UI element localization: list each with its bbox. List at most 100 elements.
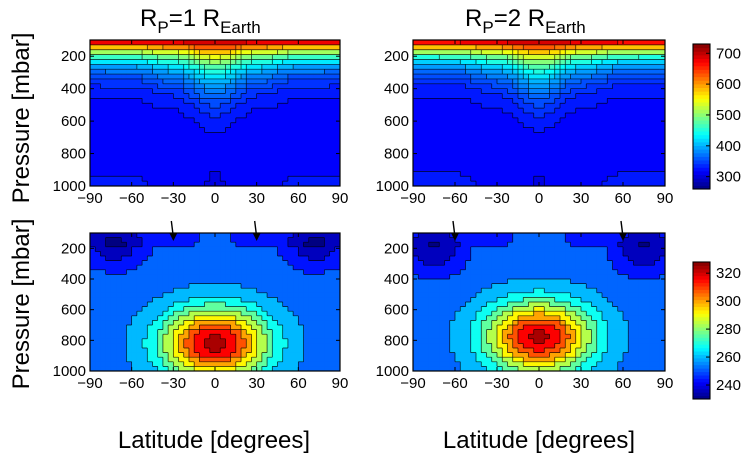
contour-cell xyxy=(465,64,472,70)
contour-cell xyxy=(157,233,164,239)
contour-cell xyxy=(476,54,482,61)
contour-cell xyxy=(418,279,425,285)
contour-cell xyxy=(623,242,629,248)
contour-cell xyxy=(502,256,509,262)
contour-cell xyxy=(308,78,315,85)
contour-cell xyxy=(434,93,440,99)
contour-cell xyxy=(329,320,336,326)
contour-cell xyxy=(194,161,200,168)
contour-cell xyxy=(199,147,206,153)
contour-cell xyxy=(497,242,503,248)
contour-cell xyxy=(581,142,587,148)
contour-cell xyxy=(465,265,472,271)
contour-cell xyxy=(319,357,325,363)
contour-cell xyxy=(267,156,273,163)
contour-cell xyxy=(261,151,268,158)
contour-cell xyxy=(199,320,206,326)
contour-cell xyxy=(607,260,614,266)
contour-cell xyxy=(110,366,117,371)
contour-cell xyxy=(303,137,310,143)
contour-cell xyxy=(194,338,200,344)
contour-cell xyxy=(95,265,102,271)
contour-cell xyxy=(612,108,619,114)
contour-cell xyxy=(518,166,524,172)
contour-cell xyxy=(126,113,133,119)
contour-cell xyxy=(142,242,148,248)
contour-cell xyxy=(644,251,650,257)
contour-cell xyxy=(241,113,247,119)
contour-cell xyxy=(152,117,159,124)
contour-cell xyxy=(282,64,289,70)
contour-cell xyxy=(110,343,117,349)
contour-cell xyxy=(173,334,180,340)
contour-cell xyxy=(654,156,661,163)
contour-cell xyxy=(188,297,195,303)
contour-cell xyxy=(116,269,122,275)
contour-cell xyxy=(136,132,143,138)
contour-cell xyxy=(418,113,425,119)
contour-cell xyxy=(586,127,593,134)
contour-cell xyxy=(659,83,665,90)
contour-cell xyxy=(220,181,227,186)
contour-cell xyxy=(638,274,645,280)
contour-cell xyxy=(465,113,472,119)
contour-cell xyxy=(235,113,242,119)
contour-cell xyxy=(308,103,315,109)
contour-cell xyxy=(428,69,435,75)
contour-cell xyxy=(455,44,461,51)
contour-cell xyxy=(544,59,551,65)
contour-cell xyxy=(287,237,294,243)
contour-cell xyxy=(168,117,174,124)
xlabel-right: Latitude [degrees] xyxy=(443,427,635,454)
contour-cell xyxy=(308,83,315,90)
contour-cell xyxy=(147,279,154,285)
contour-cell xyxy=(465,69,472,75)
contour-cell xyxy=(319,88,325,95)
contour-cell xyxy=(142,246,148,252)
x-tick-label: 90 xyxy=(332,375,349,392)
contour-cell xyxy=(659,233,665,239)
contour-cell xyxy=(287,343,294,349)
contour-cell xyxy=(90,315,96,321)
contour-cell xyxy=(444,237,451,243)
contour-cell xyxy=(329,74,336,80)
contour-cell xyxy=(110,127,117,134)
contour-cell xyxy=(617,117,624,124)
contour-cell xyxy=(183,242,190,248)
contour-cell xyxy=(581,49,587,56)
contour-cell xyxy=(654,78,661,85)
contour-cell xyxy=(147,78,154,85)
contour-cell xyxy=(581,237,587,243)
contour-cell xyxy=(147,260,154,266)
contour-cell xyxy=(100,117,107,124)
contour-cell xyxy=(617,78,624,85)
contour-cell xyxy=(235,103,242,109)
contour-cell xyxy=(178,44,185,51)
contour-cell xyxy=(287,54,294,61)
contour-cell xyxy=(256,151,263,158)
contour-cell xyxy=(142,357,148,363)
contour-cell xyxy=(428,113,435,119)
contour-cell xyxy=(581,279,587,285)
contour-cell xyxy=(434,237,440,243)
contour-cell xyxy=(449,151,456,158)
contour-cell xyxy=(308,279,315,285)
contour-cell xyxy=(607,103,614,109)
contour-cell xyxy=(334,117,340,124)
contour-cell xyxy=(575,132,582,138)
contour-cell xyxy=(287,40,294,46)
contour-cell xyxy=(313,49,320,56)
contour-cell xyxy=(220,302,227,308)
contour-cell xyxy=(121,103,128,109)
contour-cell xyxy=(565,98,572,104)
contour-cell xyxy=(654,256,661,262)
contour-cell xyxy=(476,251,482,257)
contour-cell xyxy=(497,83,503,90)
contour-cell xyxy=(209,311,216,317)
contour-cell xyxy=(157,242,164,248)
contour-cell xyxy=(142,329,148,335)
contour-cell xyxy=(209,156,216,163)
contour-cell xyxy=(329,137,336,143)
contour-cell xyxy=(439,127,446,134)
contour-cell xyxy=(220,176,227,182)
